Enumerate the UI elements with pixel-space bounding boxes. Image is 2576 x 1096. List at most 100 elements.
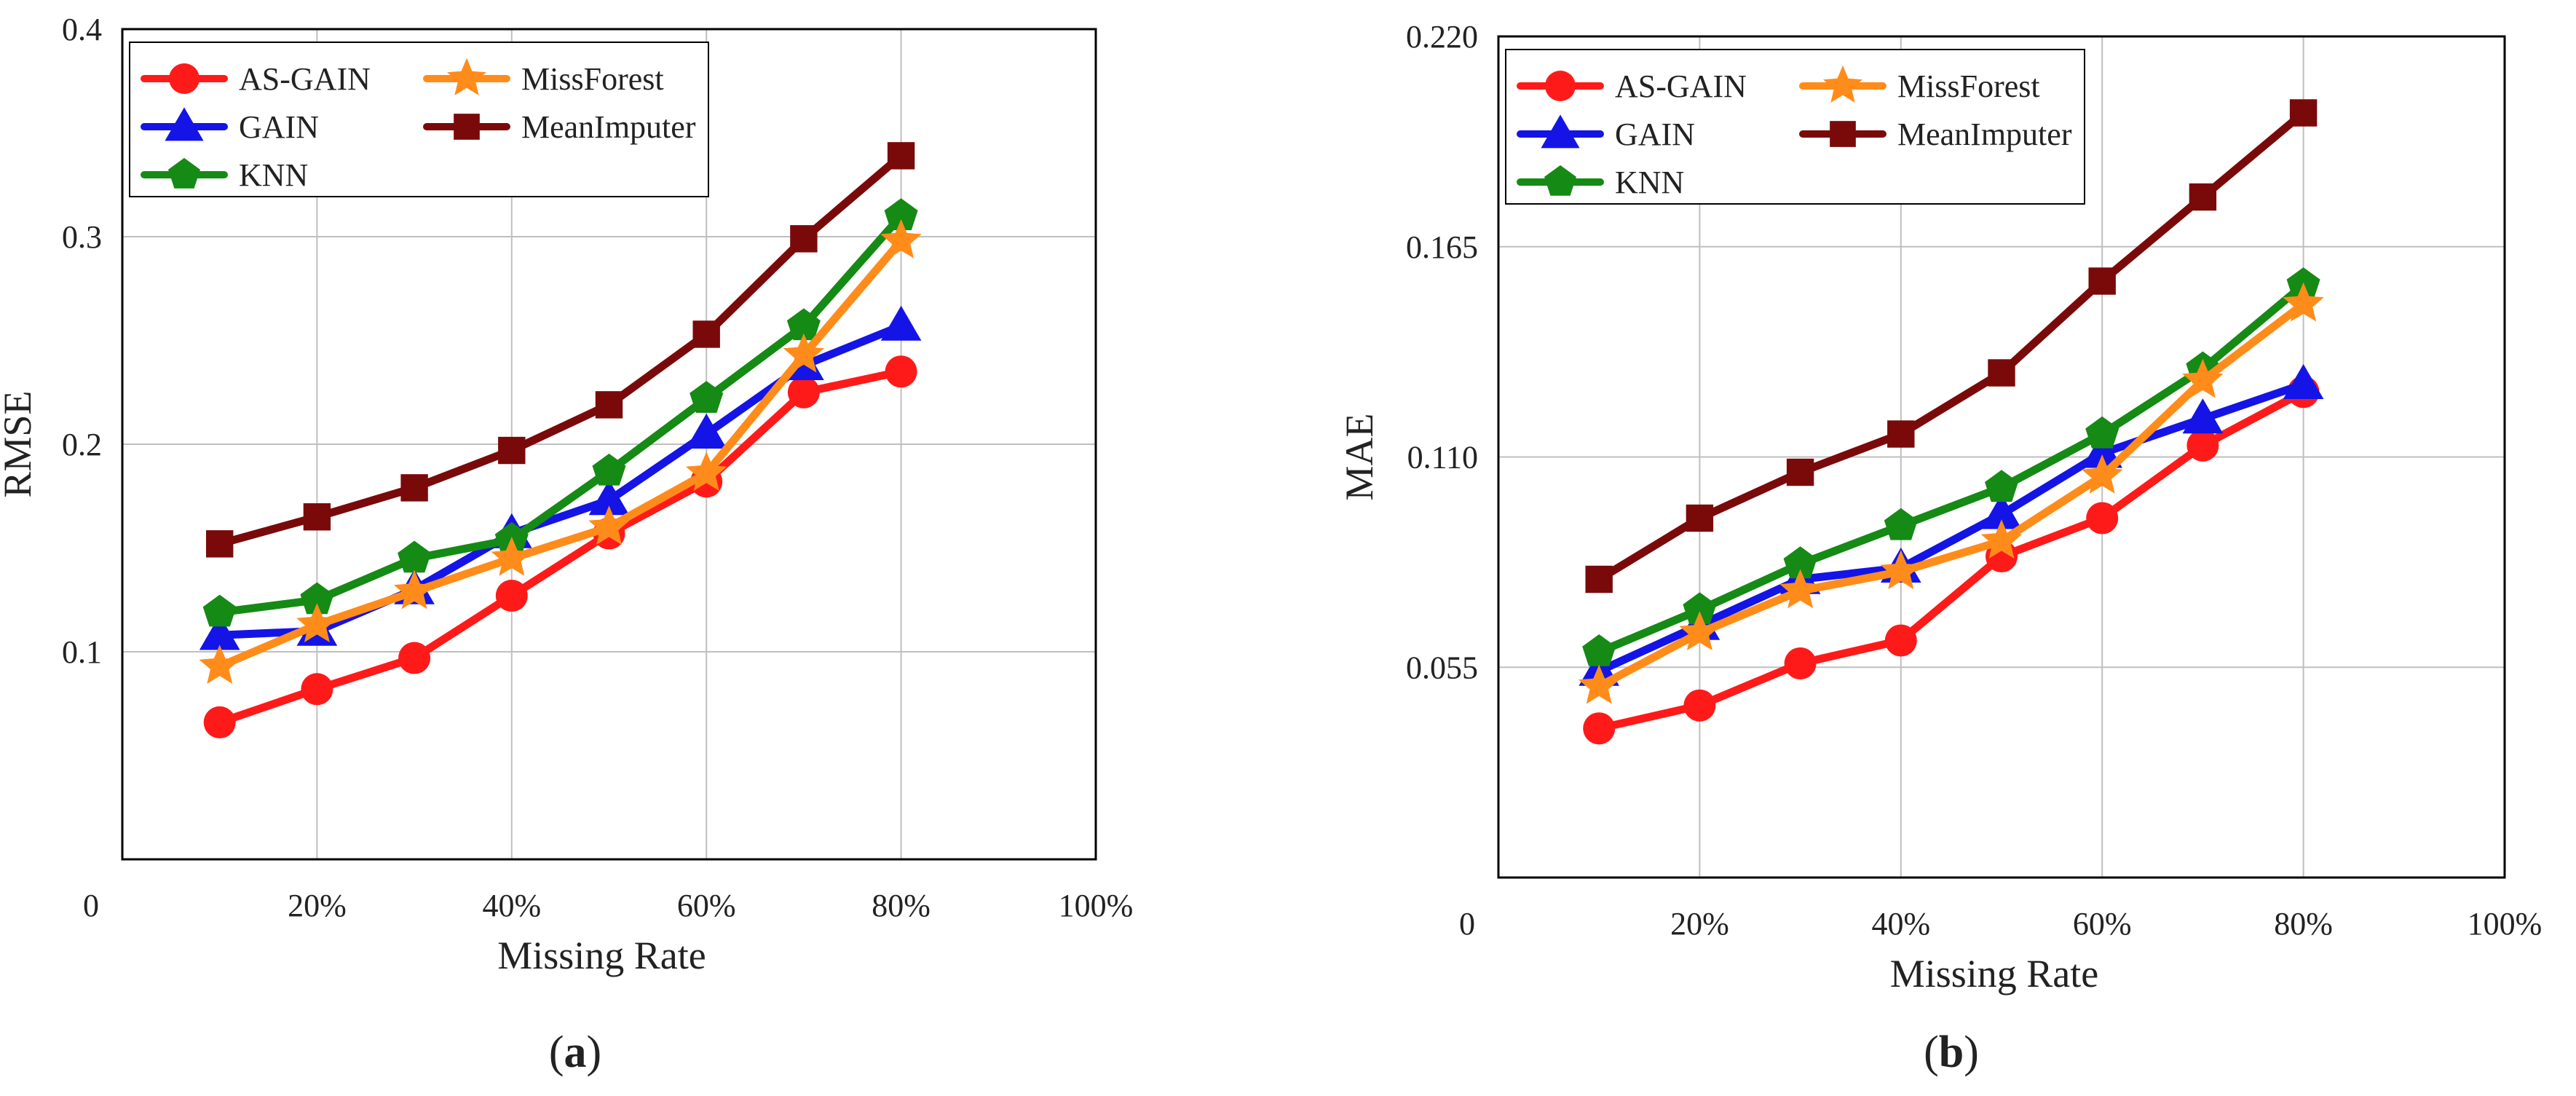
series-meanimputer (1585, 99, 2318, 594)
data-point (398, 642, 431, 674)
data-point (783, 333, 825, 373)
legend-item-gain: GAIN (141, 107, 319, 145)
plot-frame (121, 28, 1097, 861)
x-tick-label: 60% (2073, 906, 2132, 942)
data-point (498, 436, 526, 465)
legend-marker (165, 107, 204, 141)
panel-a: 0 20% 40% 60% 80% 100% 0.1 0.2 0.3 0.4 Missing Rat… (0, 12, 1133, 1077)
y-tick-label: 0.220 (1406, 19, 1478, 55)
x-tick-label: 20% (288, 888, 347, 923)
legend-item-gain: GAIN (1517, 114, 1695, 152)
data-point (588, 505, 630, 545)
data-point (300, 582, 334, 615)
data-point (692, 320, 720, 348)
data-point (1686, 504, 1714, 532)
data-point (690, 381, 724, 413)
legend-item-knn: KNN (1517, 165, 1684, 200)
data-point (2283, 282, 2324, 322)
legend: AS-GAIN GAIN KNN MissForest MeanImputer (129, 42, 709, 197)
data-point (199, 615, 240, 650)
data-point (2182, 398, 2224, 434)
legend-item-as-gain: AS-GAIN (141, 61, 371, 97)
x-tick-label: 60% (677, 888, 736, 923)
data-point (887, 142, 915, 170)
legend-item-meanimputer: MeanImputer (423, 109, 696, 145)
data-point (1683, 592, 1717, 625)
data-point (203, 706, 236, 738)
data-point (880, 219, 922, 259)
legend-label: KNN (1615, 165, 1684, 200)
data-point (206, 530, 234, 558)
x-tick-label: 0 (1459, 906, 1475, 942)
y-axis-title: RMSE (0, 390, 39, 497)
legend-marker (169, 63, 199, 94)
data-point (1786, 458, 1814, 486)
data-point (2189, 183, 2217, 211)
series-line (1595, 380, 2308, 675)
x-tick-label: 100% (1059, 888, 1134, 923)
panel-label: (a) (549, 1028, 601, 1077)
series-knn (1582, 267, 2320, 666)
data-point (1783, 546, 1817, 579)
legend-marker (168, 157, 200, 189)
data-point (1988, 359, 2015, 387)
y-tick-label: 0.1 (62, 634, 102, 670)
data-point (2186, 429, 2219, 462)
data-point (393, 569, 435, 610)
series-line (216, 367, 906, 727)
legend-label: AS-GAIN (239, 61, 371, 97)
data-point (303, 503, 331, 531)
legend-item-meanimputer: MeanImputer (1799, 117, 2072, 152)
legend-label: GAIN (239, 109, 319, 145)
data-point (2082, 433, 2123, 468)
panel-label: (b) (1924, 1028, 1979, 1077)
series-line (216, 151, 906, 548)
data-point (1884, 508, 1918, 540)
data-point (686, 413, 727, 449)
data-point (686, 452, 727, 491)
x-axis-title: Missing Rate (1890, 952, 2099, 996)
x-tick-label: 80% (872, 888, 931, 923)
legend-item-as-gain: AS-GAIN (1517, 68, 1747, 104)
data-point (1582, 634, 1616, 666)
data-point (296, 603, 338, 642)
legend-marker (1830, 121, 1856, 147)
x-tick-label: 0 (83, 888, 99, 923)
legend-label: MeanImputer (521, 109, 696, 145)
legend-item-missforest: MissForest (423, 58, 664, 97)
data-point (400, 474, 428, 502)
data-point (880, 305, 922, 341)
series-line (1595, 387, 2308, 733)
data-point (202, 594, 237, 627)
legend: AS-GAIN GAIN KNN MissForest MeanImputer (1505, 49, 2085, 205)
data-point (2086, 502, 2119, 535)
panel-b: 0 20% 40% 60% 80% 100% 0.055 0.110 0.165 0.220 Mis… (1338, 19, 2542, 1077)
data-point (398, 540, 432, 573)
data-point (199, 644, 240, 684)
data-point (786, 308, 821, 341)
legend-marker (454, 114, 480, 140)
data-point (1980, 519, 2023, 559)
x-tick-label: 20% (1670, 906, 1729, 942)
series-line (1595, 109, 2308, 583)
data-point (885, 355, 917, 388)
legend-marker (1545, 71, 1576, 101)
legend-marker (447, 58, 486, 95)
series-missforest (199, 219, 922, 684)
y-tick-label: 0.055 (1406, 650, 1478, 685)
legend-label: KNN (239, 157, 308, 193)
y-tick-label: 0.3 (62, 219, 102, 255)
legend-label: AS-GAIN (1615, 68, 1747, 104)
legend-marker (1823, 65, 1862, 103)
data-point (588, 480, 630, 516)
data-point (595, 391, 623, 419)
data-point (1683, 689, 1716, 722)
data-point (2283, 363, 2324, 399)
data-point (1679, 611, 1720, 650)
data-point (1985, 470, 2018, 502)
data-point (1583, 712, 1616, 745)
data-point (1884, 624, 1917, 657)
data-point (1779, 569, 1821, 609)
y-tick-label: 0.165 (1406, 229, 1478, 265)
data-point (592, 453, 626, 486)
